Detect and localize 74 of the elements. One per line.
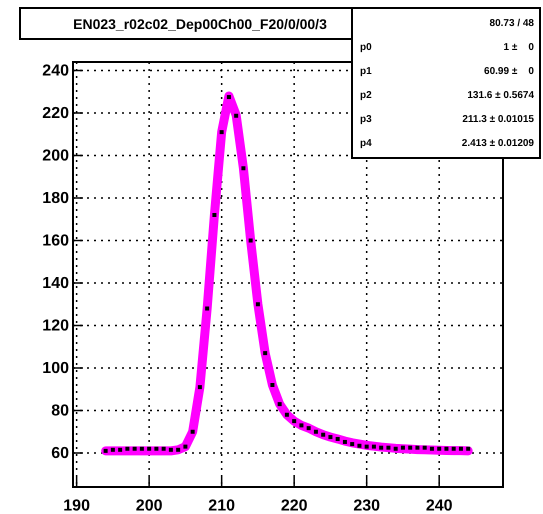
point <box>256 302 260 306</box>
point <box>140 446 144 451</box>
text: p2 131.6 ± 0.5674 <box>360 90 534 101</box>
point <box>321 432 326 437</box>
point <box>292 419 296 424</box>
x-tick-label: 200 <box>136 497 163 514</box>
point <box>379 446 384 450</box>
y-tick-label: 220 <box>42 105 70 122</box>
point <box>220 130 224 134</box>
point <box>263 351 268 356</box>
point <box>226 95 231 100</box>
point <box>437 446 442 451</box>
text: 80.73 / 48 <box>490 18 534 29</box>
point <box>190 430 195 434</box>
y-tick-label: 180 <box>42 190 70 208</box>
point <box>205 306 210 310</box>
point <box>147 446 152 451</box>
point <box>183 444 188 449</box>
point <box>168 448 173 452</box>
text: p4 2.413 ± 0.01209 <box>360 138 534 149</box>
y-tick-label: 240 <box>42 62 70 80</box>
point <box>241 166 246 170</box>
point <box>278 402 282 406</box>
point <box>154 446 158 451</box>
point <box>284 412 289 417</box>
point <box>234 114 238 118</box>
y-tick-label: 160 <box>42 232 70 250</box>
point <box>415 446 420 450</box>
x-tick-label: 240 <box>426 497 453 514</box>
y-tick-label: 140 <box>42 275 70 292</box>
point <box>176 448 180 452</box>
point <box>248 238 253 242</box>
x-tick-label: 220 <box>280 497 308 514</box>
point <box>458 446 463 451</box>
point <box>394 446 398 451</box>
point <box>125 446 130 451</box>
point <box>386 446 390 450</box>
point <box>372 444 376 449</box>
x-tick-label: 230 <box>353 497 380 514</box>
y-tick-label: 200 <box>42 148 70 165</box>
y-tick-label: 100 <box>42 360 70 378</box>
point <box>430 446 434 451</box>
y-tick-label: 120 <box>42 318 70 335</box>
point <box>466 446 470 451</box>
point <box>364 444 369 449</box>
chart-title: EN023_r02c02_Dep00Ch00_F20/0/00/3 <box>73 16 328 32</box>
point <box>306 426 311 430</box>
point <box>198 385 202 390</box>
point <box>132 446 137 451</box>
y-tick-label: 80 <box>51 402 70 420</box>
point <box>270 383 274 387</box>
point <box>328 435 332 440</box>
x-tick-label: 210 <box>208 497 236 514</box>
point <box>336 436 340 441</box>
point <box>212 213 216 217</box>
point <box>350 442 354 446</box>
point <box>408 446 412 450</box>
point <box>342 440 347 444</box>
point <box>422 446 427 450</box>
y-tick-label: 60 <box>51 445 70 462</box>
point <box>444 446 448 451</box>
point <box>162 446 166 451</box>
point <box>357 444 362 448</box>
point <box>452 446 456 451</box>
x-tick-label: 190 <box>63 497 90 514</box>
text: p1 60.99 ± 0 <box>360 66 534 77</box>
point <box>400 446 405 450</box>
point <box>314 430 318 434</box>
point <box>110 448 115 452</box>
point <box>118 448 122 452</box>
point <box>104 448 108 453</box>
text: p3 211.3 ± 0.01015 <box>360 114 534 125</box>
text: p0 1 ± 0 <box>360 42 534 53</box>
point <box>299 423 304 428</box>
